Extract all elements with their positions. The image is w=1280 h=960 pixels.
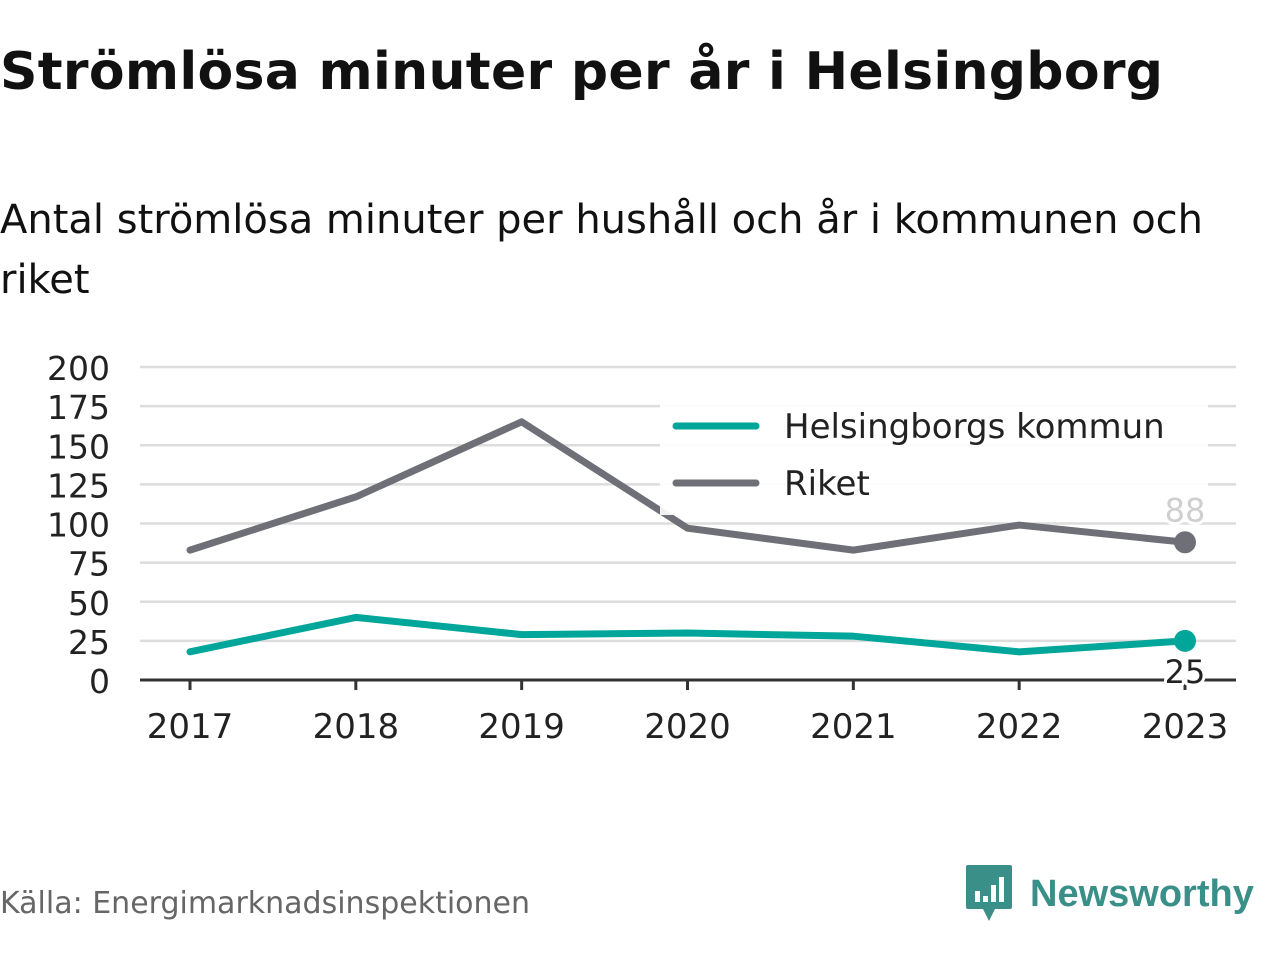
x-tick-label: 2017: [147, 707, 234, 747]
legend-label: Helsingborgs kommun: [784, 407, 1165, 447]
legend-background: [660, 403, 1208, 515]
y-tick-label: 0: [89, 662, 110, 701]
brand-logo[interactable]: Newsworthy: [964, 862, 1254, 926]
source-note: Källa: Energimarknadsinspektionen: [0, 886, 531, 921]
series-line: [186, 418, 1189, 554]
legend: Helsingborgs kommun Riket: [660, 403, 1208, 515]
legend-label: Riket: [784, 464, 870, 504]
y-tick-label: 50: [68, 584, 110, 623]
y-tick-label: 175: [47, 388, 110, 427]
newsworthy-logo-icon: [966, 865, 1012, 921]
x-tick-label: 2022: [976, 707, 1063, 747]
series-lines: [186, 418, 1196, 656]
x-tick-label: 2018: [313, 707, 400, 747]
x-tick-label: 2023: [1142, 707, 1229, 747]
series-line: [186, 613, 1189, 656]
y-tick-label: 100: [47, 506, 110, 545]
end-value-label: 25: [1165, 653, 1206, 691]
x-tick-label: 2019: [478, 707, 565, 747]
end-value-label: 88: [1165, 491, 1206, 529]
x-tick-label: 2021: [810, 707, 897, 747]
chart-subtitle: Antal strömlösa minuter per hushåll och …: [0, 197, 1204, 303]
series-end-point: [1174, 531, 1196, 554]
x-tick-label: 2020: [644, 707, 731, 747]
y-tick-label: 125: [47, 466, 110, 505]
end-labels: 25 88: [1162, 488, 1209, 694]
x-axis: 2017 2018 2019 2020 2021 2022 2023: [140, 678, 1236, 747]
series-end-point: [1174, 629, 1196, 652]
chart-title: Strömlösa minuter per år i Helsingborg: [0, 42, 1164, 102]
brand-name: Newsworthy: [1030, 872, 1254, 915]
y-tick-label: 200: [47, 349, 110, 388]
y-tick-label: 150: [47, 427, 110, 466]
y-tick-label: 25: [68, 623, 110, 662]
y-tick-label: 75: [68, 545, 110, 584]
